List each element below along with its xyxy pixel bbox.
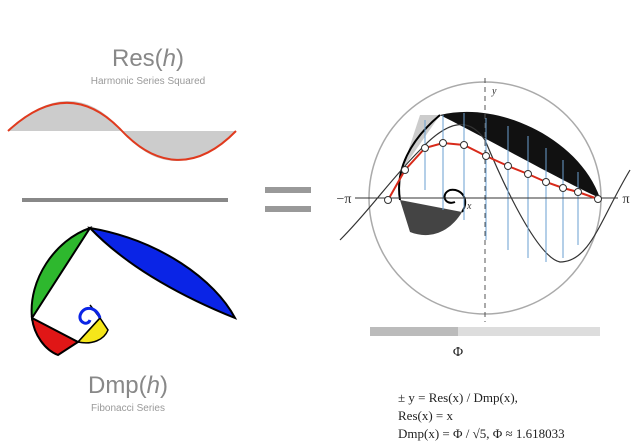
title-part: Dmp( [88, 372, 147, 399]
spiral-dark [400, 200, 462, 236]
ratio-points [384, 139, 602, 204]
spiral-curve [398, 114, 441, 201]
phi-bar [370, 327, 600, 336]
equation: Res(x) = x [398, 408, 453, 423]
equation: Dmp(x) = Φ / √5, Φ ≈ 1.618033 [398, 426, 565, 441]
denominator-subtitle: Fibonacci Series [91, 403, 165, 414]
equals-bar [265, 206, 311, 212]
title-part: h [147, 372, 160, 399]
phi-label: Φ [453, 345, 463, 360]
title-part: ) [176, 45, 184, 72]
fib-inner [78, 306, 102, 325]
spiral-inner [443, 188, 467, 213]
phi-bar-part [370, 327, 458, 336]
harmonic-wave [7, 101, 237, 161]
left-label: −π [337, 192, 352, 207]
title-part: Res( [112, 45, 163, 72]
y-label: y [491, 86, 497, 97]
x-label: x [466, 201, 472, 212]
equation: ± y = Res(x) / Dmp(x), [398, 390, 518, 405]
right-label: π [622, 192, 629, 207]
fib-yellow [76, 316, 109, 344]
sine-curve [339, 124, 631, 263]
title-part: h [163, 45, 176, 72]
spiral-wedge [402, 115, 440, 170]
numerator-title: Res(h) [112, 45, 184, 72]
fib-blue [87, 226, 238, 320]
sample-lines [424, 113, 579, 262]
title-part: ) [160, 372, 168, 399]
denominator-title: Dmp(h) [88, 372, 168, 399]
fib-red [30, 316, 80, 357]
numerator-subtitle: Harmonic Series Squared [91, 76, 206, 87]
equals-bar [265, 187, 311, 193]
